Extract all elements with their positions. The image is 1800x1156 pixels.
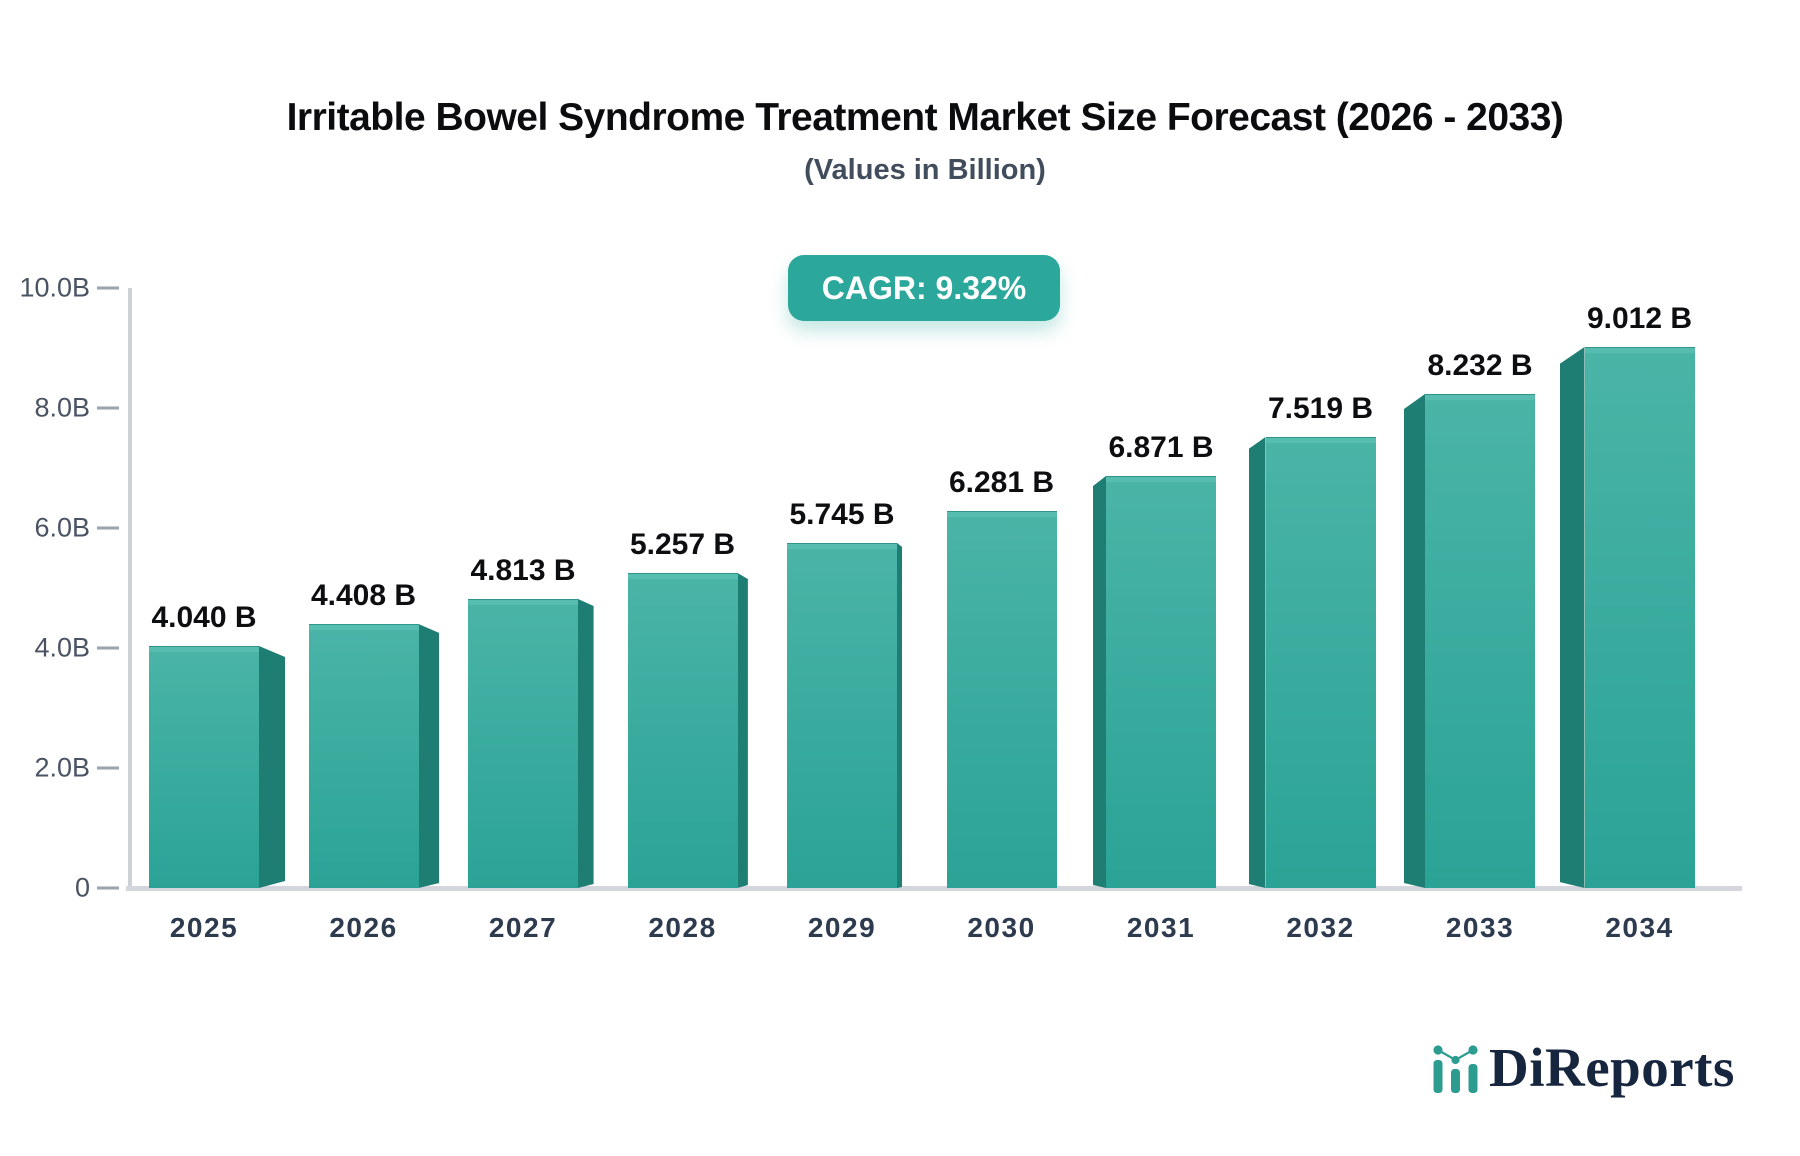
bar-top-cap bbox=[1265, 437, 1376, 443]
y-tick-mark bbox=[97, 526, 119, 530]
bar-top-cap bbox=[787, 543, 897, 549]
x-tick-label: 2029 bbox=[807, 912, 877, 943]
x-tick-label: 2027 bbox=[488, 912, 558, 943]
y-tick-mark bbox=[97, 886, 119, 890]
bar-top-cap bbox=[149, 646, 259, 652]
cagr-badge: CAGR: 9.32% bbox=[788, 255, 1060, 321]
bar-2028[interactable] bbox=[627, 573, 738, 888]
y-tick-label: 6.0B bbox=[34, 512, 90, 543]
x-tick-label: 2026 bbox=[329, 912, 398, 943]
x-tick-label: 2034 bbox=[1605, 912, 1674, 943]
bar-value-label: 9.012 B bbox=[1586, 302, 1693, 335]
bar-value-label: 4.408 B bbox=[310, 579, 417, 612]
bar-side-panel bbox=[259, 646, 285, 888]
x-tick-label: 2028 bbox=[648, 912, 717, 943]
bar-2030[interactable] bbox=[946, 511, 1057, 888]
bar-2025[interactable] bbox=[149, 646, 259, 888]
bar-side-panel bbox=[1404, 394, 1425, 888]
bar-2027[interactable] bbox=[468, 599, 578, 888]
bar-side-panel bbox=[1560, 347, 1585, 888]
bar-top-cap bbox=[1106, 476, 1216, 482]
x-axis-line bbox=[126, 886, 1742, 891]
bar-top-cap bbox=[946, 511, 1057, 517]
bar-2026[interactable] bbox=[308, 624, 419, 888]
brand-logo-text: DiReports bbox=[1489, 1037, 1735, 1098]
bar-side-panel bbox=[419, 624, 440, 888]
bar-side-panel bbox=[897, 543, 902, 888]
y-axis-line bbox=[128, 288, 132, 889]
chart-title: Irritable Bowel Syndrome Treatment Marke… bbox=[286, 96, 1564, 139]
x-tick-label: 2033 bbox=[1445, 912, 1515, 943]
x-tick-label: 2031 bbox=[1126, 912, 1196, 943]
bar-2032[interactable] bbox=[1265, 437, 1376, 888]
bar-2031[interactable] bbox=[1106, 476, 1216, 888]
bar-side-panel bbox=[1249, 437, 1266, 888]
x-tick-label: 2030 bbox=[967, 912, 1036, 943]
chart-subtitle: (Values in Billion) bbox=[804, 154, 1046, 186]
y-tick-mark bbox=[97, 286, 119, 290]
bar-value-label: 6.281 B bbox=[948, 466, 1055, 499]
y-tick-mark bbox=[97, 646, 119, 650]
bar-value-label: 6.871 B bbox=[1108, 431, 1214, 464]
bar-side-panel bbox=[578, 599, 594, 888]
bar-side-panel bbox=[1093, 476, 1106, 888]
bar-2034[interactable] bbox=[1584, 347, 1695, 888]
bar-value-label: 8.232 B bbox=[1427, 349, 1533, 382]
chart-header: Irritable Bowel Syndrome Treatment Marke… bbox=[0, 0, 1800, 187]
y-tick-mark bbox=[97, 406, 119, 410]
bar-value-label: 4.813 B bbox=[470, 554, 576, 587]
x-tick-label: 2032 bbox=[1286, 912, 1355, 943]
y-tick-label: 10.0B bbox=[19, 272, 90, 303]
y-tick-label: 4.0B bbox=[34, 632, 90, 663]
bar-value-label: 5.257 B bbox=[629, 528, 736, 561]
bar-top-cap bbox=[468, 599, 578, 605]
bar-top-cap bbox=[627, 573, 738, 579]
bar-side-panel bbox=[738, 573, 748, 888]
bar-2033[interactable] bbox=[1425, 394, 1535, 888]
bar-top-cap bbox=[308, 624, 419, 630]
y-tick-label: 2.0B bbox=[34, 752, 90, 783]
x-tick-label: 2025 bbox=[169, 912, 239, 943]
bar-top-cap bbox=[1425, 394, 1535, 400]
y-tick-label: 8.0B bbox=[34, 392, 90, 423]
bar-value-label: 7.519 B bbox=[1267, 392, 1374, 425]
brand-logo: DiReports bbox=[1432, 1036, 1735, 1099]
bar-chart-logo-icon bbox=[1433, 1044, 1478, 1093]
bar-value-label: 5.745 B bbox=[789, 498, 895, 531]
bar-2029[interactable] bbox=[787, 543, 897, 888]
y-tick-label: 0 bbox=[74, 872, 90, 903]
bar-value-label: 4.040 B bbox=[151, 601, 257, 634]
bar-top-cap bbox=[1584, 347, 1695, 353]
y-tick-mark bbox=[97, 766, 119, 770]
